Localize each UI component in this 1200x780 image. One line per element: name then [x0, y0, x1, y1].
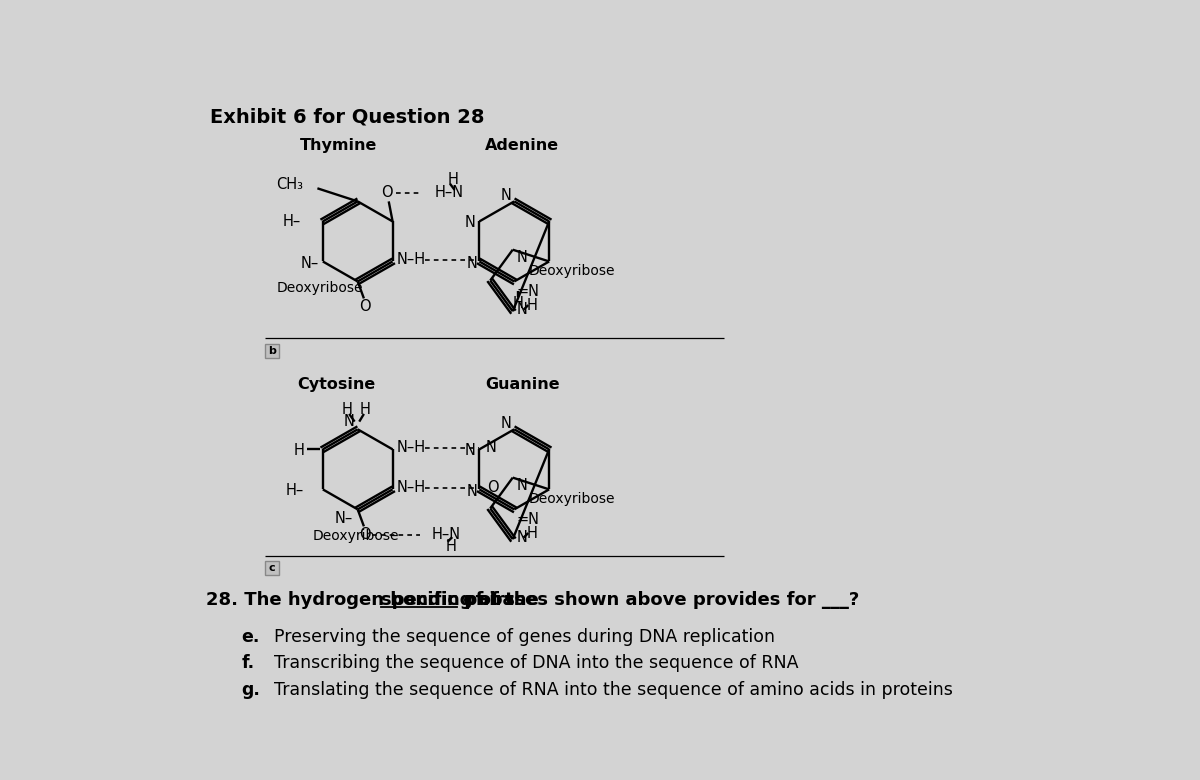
Text: H–N: H–N	[434, 186, 463, 200]
Text: 28. The hydrogen bonding of the: 28. The hydrogen bonding of the	[206, 591, 545, 609]
Text: Transcribing the sequence of DNA into the sequence of RNA: Transcribing the sequence of DNA into th…	[274, 654, 798, 672]
Text: =N: =N	[516, 512, 540, 527]
Text: specific pairs: specific pairs	[380, 591, 515, 609]
Text: f.: f.	[241, 654, 254, 672]
Text: H: H	[448, 172, 458, 186]
Text: H: H	[293, 442, 304, 458]
Text: N: N	[500, 188, 511, 203]
Text: CH₃: CH₃	[276, 177, 304, 192]
Text: H: H	[527, 526, 538, 541]
Text: N: N	[343, 414, 355, 429]
Text: of bases shown above provides for ___?: of bases shown above provides for ___?	[457, 591, 859, 609]
Text: Deoxyribose: Deoxyribose	[313, 530, 400, 544]
Text: Thymine: Thymine	[300, 139, 377, 154]
Text: H: H	[360, 402, 371, 417]
Text: N: N	[517, 302, 528, 317]
Text: H: H	[342, 402, 353, 417]
Text: Adenine: Adenine	[485, 139, 559, 154]
Text: Deoxyribose: Deoxyribose	[528, 264, 614, 278]
Text: H: H	[512, 296, 523, 310]
Text: N: N	[500, 416, 511, 431]
Text: O: O	[382, 186, 392, 200]
Text: g.: g.	[241, 681, 260, 699]
Text: N–H: N–H	[396, 253, 426, 268]
Text: N–: N–	[335, 511, 353, 526]
Text: N: N	[517, 250, 528, 265]
Text: H: H	[445, 539, 456, 554]
Text: b: b	[268, 346, 276, 356]
Text: c: c	[269, 563, 275, 573]
Text: =N: =N	[516, 284, 540, 299]
Text: N: N	[486, 440, 497, 456]
Text: Cytosine: Cytosine	[298, 378, 376, 392]
Text: N–: N–	[301, 257, 319, 271]
Text: N: N	[517, 530, 528, 545]
Text: N–H: N–H	[396, 440, 426, 456]
Text: Translating the sequence of RNA into the sequence of amino acids in proteins: Translating the sequence of RNA into the…	[274, 681, 953, 699]
Text: Guanine: Guanine	[485, 378, 559, 392]
Text: H–: H–	[286, 483, 304, 498]
Text: N: N	[464, 215, 475, 230]
Text: N: N	[466, 484, 478, 499]
Text: Deoxyribose: Deoxyribose	[528, 492, 614, 506]
Text: H: H	[527, 298, 538, 313]
Text: N: N	[464, 443, 475, 459]
Text: H–: H–	[283, 214, 301, 229]
Text: Preserving the sequence of genes during DNA replication: Preserving the sequence of genes during …	[274, 628, 775, 646]
Text: e.: e.	[241, 628, 260, 646]
Text: N–H: N–H	[396, 480, 426, 495]
Text: O: O	[359, 300, 371, 314]
FancyBboxPatch shape	[265, 344, 278, 358]
Text: O: O	[359, 527, 371, 542]
Text: Exhibit 6 for Question 28: Exhibit 6 for Question 28	[210, 107, 485, 126]
Text: O: O	[487, 480, 499, 495]
Text: N: N	[517, 478, 528, 493]
FancyBboxPatch shape	[265, 561, 278, 575]
Text: H–N: H–N	[431, 527, 461, 542]
Text: Deoxyribose: Deoxyribose	[276, 281, 362, 295]
Text: N: N	[466, 257, 478, 271]
